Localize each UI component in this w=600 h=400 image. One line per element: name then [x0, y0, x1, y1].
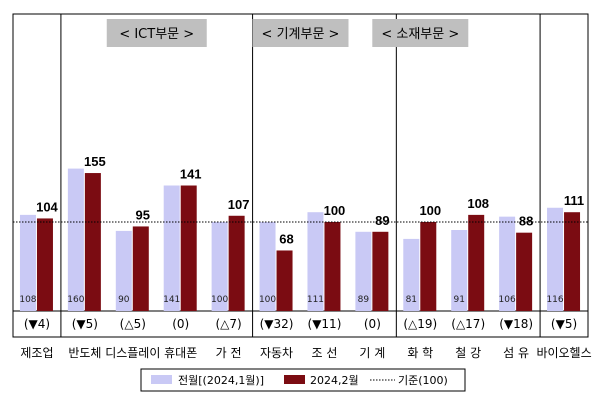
- change-label: (▼5): [551, 317, 577, 331]
- category-label: 반도체: [68, 346, 101, 360]
- bar-current-month-label: 108: [467, 196, 489, 211]
- bar-prev-month: [451, 230, 468, 311]
- section-header: < 소재부문 >: [372, 19, 469, 47]
- bar-current-month: [420, 222, 437, 311]
- bar-prev-month-label: 89: [358, 295, 370, 305]
- category-label: 섬 유: [503, 346, 529, 360]
- bar-prev-month: [259, 222, 276, 311]
- change-label: (△5): [120, 317, 146, 331]
- bar-current-month: [36, 218, 53, 311]
- bar-current-month-label: 95: [136, 207, 150, 222]
- bar-prev-month-label: 108: [19, 295, 36, 305]
- change-label: (0): [172, 317, 189, 331]
- section-header: < ICT부문 >: [106, 19, 207, 47]
- bar-current-month: [564, 212, 581, 311]
- change-label: (▼11): [308, 317, 342, 331]
- section-header-box: [106, 19, 207, 47]
- bar-prev-month-label: 106: [499, 295, 516, 305]
- bar-current-month: [132, 226, 149, 311]
- bar-current-month-label: 88: [519, 214, 533, 229]
- section-header-label: < 기계부문 >: [262, 27, 340, 42]
- bar-current-month-label: 111: [564, 193, 584, 208]
- legend-label-prev-month: 전월[(2024,1월)]: [178, 374, 264, 387]
- category-label: 화 학: [407, 346, 433, 360]
- change-label: (▼5): [72, 317, 98, 331]
- category-label: 자동차: [260, 346, 293, 360]
- bar-current-month: [84, 173, 101, 311]
- bar-prev-month-label: 100: [259, 295, 276, 305]
- change-label: (▼18): [499, 317, 533, 331]
- bar-prev-month-label: 141: [163, 295, 180, 305]
- bar-current-month-label: 107: [228, 197, 250, 212]
- category-label: 휴대폰: [164, 346, 197, 360]
- bar-prev-month-label: 91: [453, 295, 464, 305]
- bar-current-month: [516, 232, 533, 311]
- bar-prev-month-label: 111: [307, 295, 324, 305]
- bar-prev-month-label: 81: [406, 295, 417, 305]
- bar-current-month-label: 104: [36, 199, 58, 214]
- bar-prev-month-label: 116: [546, 295, 563, 305]
- category-label: 바이오헬스: [536, 346, 591, 360]
- bar-current-month: [468, 214, 485, 311]
- bar-current-month-label: 155: [84, 154, 106, 169]
- bar-prev-month-label: 160: [67, 295, 84, 305]
- change-label: (△19): [403, 317, 437, 331]
- bar-current-month-label: 68: [279, 231, 293, 246]
- bar-prev-month: [115, 230, 132, 311]
- legend-label-reference: 기준(100): [398, 374, 448, 387]
- bar-prev-month-label: 100: [211, 295, 228, 305]
- bar-prev-month: [163, 185, 180, 311]
- category-label: 제조업: [20, 346, 53, 360]
- bar-prev-month-label: 90: [118, 295, 130, 305]
- legend-swatch-prev-month: [151, 375, 172, 384]
- change-label: (0): [364, 317, 381, 331]
- section-header-label: < 소재부문 >: [381, 27, 459, 42]
- section-header: < 기계부문 >: [252, 19, 349, 47]
- bar-prev-month: [499, 216, 516, 311]
- legend-label-current-month: 2024,2월: [310, 374, 359, 387]
- change-label: (△7): [216, 317, 242, 331]
- change-label: (△17): [451, 317, 485, 331]
- change-label: (▼4): [24, 317, 50, 331]
- bar-prev-month: [403, 238, 420, 311]
- bar-current-month-label: 141: [180, 167, 202, 182]
- section-header-label: < ICT부문 >: [119, 27, 194, 42]
- bar-current-month: [228, 215, 245, 311]
- bar-prev-month: [19, 214, 36, 311]
- category-label: 철 강: [455, 346, 481, 360]
- bar-current-month-label: 89: [375, 213, 389, 228]
- legend-swatch-current-month: [284, 375, 305, 384]
- bar-prev-month: [547, 207, 564, 311]
- plot-frame: [12, 13, 589, 338]
- bar-current-month: [180, 185, 197, 311]
- category-label: 조 선: [312, 346, 338, 360]
- category-label: 기 계: [359, 346, 385, 360]
- bar-prev-month: [211, 222, 228, 311]
- bar-current-month: [324, 222, 341, 311]
- bar-current-month: [372, 231, 389, 311]
- bar-current-month: [276, 250, 293, 311]
- category-label: 디스플레이: [105, 346, 160, 360]
- bar-prev-month: [67, 168, 84, 311]
- bar-prev-month: [355, 231, 372, 311]
- section-header-box: [372, 19, 469, 47]
- bar-current-month-label: 100: [419, 203, 441, 218]
- bar-current-month-label: 100: [324, 203, 346, 218]
- change-label: (▼32): [260, 317, 294, 331]
- category-label: 가 전: [216, 346, 242, 360]
- section-header-box: [252, 19, 349, 47]
- bar-prev-month: [307, 212, 324, 311]
